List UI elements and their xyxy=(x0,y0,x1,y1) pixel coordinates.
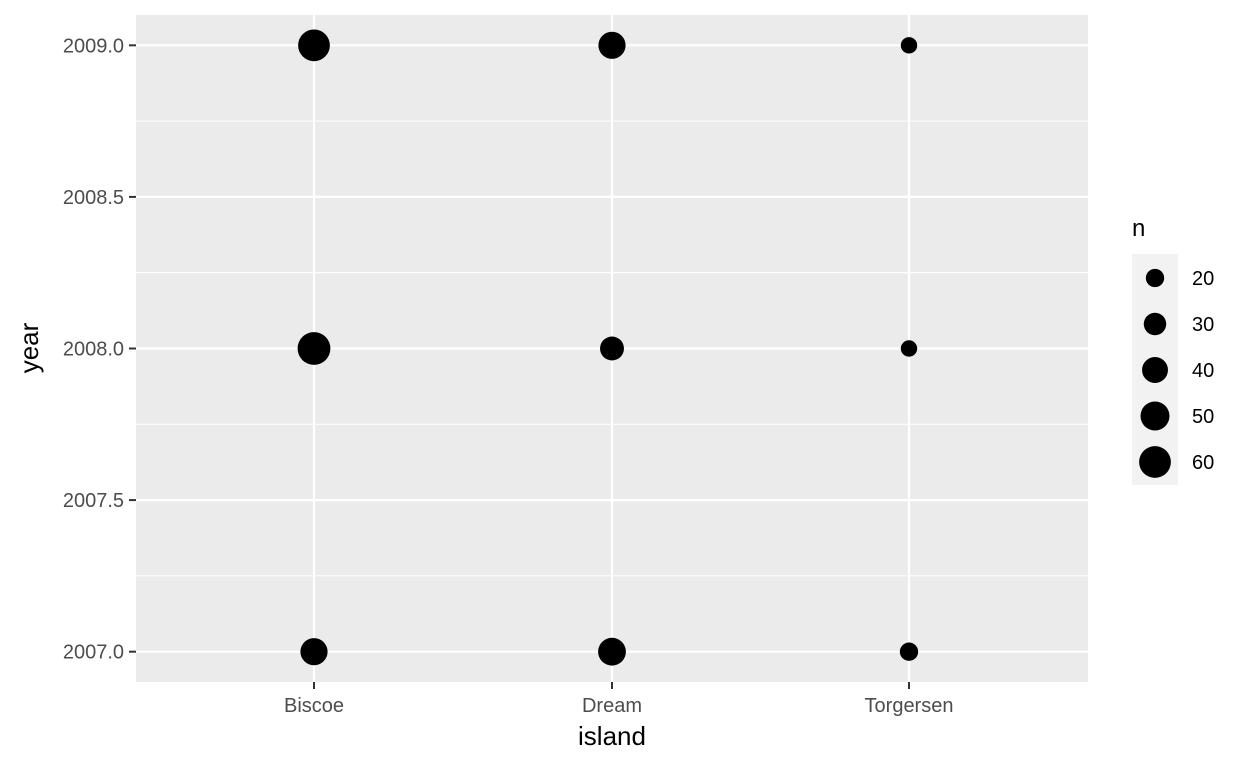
data-point xyxy=(598,31,626,59)
x-tick-label: Biscoe xyxy=(284,695,344,717)
data-points xyxy=(297,29,919,666)
data-point xyxy=(297,332,331,365)
legend-key xyxy=(1139,446,1171,478)
legend-label: 20 xyxy=(1192,268,1214,290)
data-point xyxy=(300,638,328,666)
legend-key xyxy=(1142,357,1168,383)
data-point xyxy=(600,336,624,361)
y-tick-label: 2008.0 xyxy=(63,339,124,361)
y-axis-title: year xyxy=(14,322,44,373)
legend-key xyxy=(1145,268,1165,288)
legend-label: 30 xyxy=(1192,314,1214,336)
data-point xyxy=(899,642,919,661)
data-point xyxy=(900,37,918,54)
x-axis: Biscoe Dream Torgersen xyxy=(284,682,953,717)
y-tick-label: 2007.0 xyxy=(63,642,124,664)
x-tick-label: Torgersen xyxy=(865,695,954,717)
data-point xyxy=(298,29,330,62)
legend-label: 60 xyxy=(1192,452,1214,474)
y-axis: 2007.0 2007.5 2008.0 2008.5 2009.0 xyxy=(63,35,136,664)
legend-key xyxy=(1140,401,1170,431)
x-tick-label: Dream xyxy=(582,695,642,717)
y-tick-label: 2009.0 xyxy=(63,35,124,57)
legend: n 20 30 40 50 60 xyxy=(1132,215,1214,485)
x-axis-title: island xyxy=(578,721,646,751)
y-tick-label: 2008.5 xyxy=(63,187,124,209)
legend-label: 50 xyxy=(1192,406,1214,428)
legend-key xyxy=(1143,312,1167,336)
legend-entries: 20 30 40 50 60 xyxy=(1139,268,1214,478)
legend-label: 40 xyxy=(1192,360,1214,382)
legend-title: n xyxy=(1132,215,1145,242)
data-point xyxy=(598,637,626,666)
y-tick-label: 2007.5 xyxy=(63,490,124,512)
data-point xyxy=(900,340,918,357)
